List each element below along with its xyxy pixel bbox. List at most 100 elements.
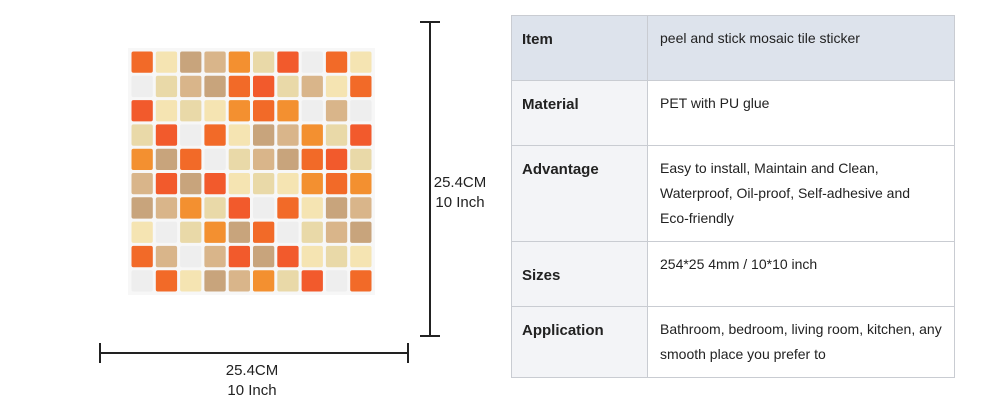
tile xyxy=(228,100,250,122)
tile xyxy=(155,75,178,98)
spec-key: Application xyxy=(522,322,604,339)
tile xyxy=(131,75,153,98)
tile xyxy=(228,75,250,98)
spec-key: Material xyxy=(522,96,579,113)
tile xyxy=(301,100,323,122)
tile xyxy=(325,173,348,195)
tile xyxy=(228,197,250,219)
tile xyxy=(301,148,323,170)
tile xyxy=(277,270,299,292)
tile xyxy=(204,221,226,243)
width-label: 25.4CM 10 Inch xyxy=(212,361,292,400)
tile xyxy=(131,100,153,122)
tile xyxy=(180,270,202,292)
tile xyxy=(253,270,275,292)
tile xyxy=(155,51,178,73)
tile xyxy=(131,148,153,170)
tile xyxy=(277,148,299,170)
tile xyxy=(155,270,178,292)
height-imperial: 10 Inch xyxy=(435,194,485,211)
tile xyxy=(204,75,226,98)
tile xyxy=(325,148,348,170)
tile xyxy=(277,245,299,268)
tile xyxy=(180,221,202,243)
tile xyxy=(301,173,323,195)
width-metric: 25.4CM xyxy=(225,362,279,379)
tile xyxy=(155,100,178,122)
tile xyxy=(155,148,178,170)
tile xyxy=(228,148,250,170)
tile xyxy=(350,51,372,73)
tile xyxy=(350,173,372,195)
tile xyxy=(180,75,202,98)
tile xyxy=(180,173,202,195)
tile xyxy=(325,75,348,98)
tile xyxy=(180,245,202,268)
tile xyxy=(228,270,250,292)
tile xyxy=(131,245,153,268)
tile xyxy=(253,173,275,195)
tile xyxy=(180,197,202,219)
tile xyxy=(180,124,202,146)
tile xyxy=(228,173,250,195)
tile xyxy=(204,100,226,122)
tile xyxy=(131,173,153,195)
tile xyxy=(204,173,226,195)
tile xyxy=(155,245,178,268)
tile xyxy=(131,124,153,146)
tile xyxy=(253,221,275,243)
tile xyxy=(228,245,250,268)
tile xyxy=(253,197,275,219)
tile xyxy=(277,75,299,98)
tile xyxy=(325,100,348,122)
spec-value: Bathroom, bedroom, living room, kitchen,… xyxy=(647,306,955,378)
tile xyxy=(180,51,202,73)
tile xyxy=(350,100,372,122)
spec-value: 254*25 4mm / 10*10 inch xyxy=(647,241,955,307)
tile xyxy=(277,100,299,122)
tile xyxy=(204,51,226,73)
tile xyxy=(325,124,348,146)
tile xyxy=(155,221,178,243)
width-imperial: 10 Inch xyxy=(227,382,277,399)
tile xyxy=(277,173,299,195)
tile xyxy=(301,51,323,73)
tile xyxy=(155,173,178,195)
tile xyxy=(350,197,372,219)
tile xyxy=(325,197,348,219)
height-metric: 25.4CM xyxy=(433,174,487,191)
tile xyxy=(350,270,372,292)
tile xyxy=(350,148,372,170)
tile xyxy=(204,148,226,170)
spec-table: Item peel and stick mosaic tile sticker M… xyxy=(511,15,955,378)
tile xyxy=(301,270,323,292)
tile xyxy=(204,197,226,219)
tile xyxy=(350,245,372,268)
tile xyxy=(277,197,299,219)
tile xyxy=(253,51,275,73)
tile xyxy=(325,221,348,243)
tile xyxy=(253,100,275,122)
tile xyxy=(180,100,202,122)
spec-value: Easy to install, Maintain and Clean, Wat… xyxy=(647,145,955,242)
tile xyxy=(204,270,226,292)
tile xyxy=(277,221,299,243)
tile xyxy=(301,124,323,146)
tile xyxy=(350,221,372,243)
tile xyxy=(131,221,153,243)
tile xyxy=(131,270,153,292)
tile xyxy=(253,75,275,98)
spec-key: Advantage xyxy=(522,161,599,178)
tile xyxy=(253,148,275,170)
tile xyxy=(325,51,348,73)
spec-key: Sizes xyxy=(522,267,561,284)
tile xyxy=(228,221,250,243)
tile xyxy=(253,124,275,146)
tile xyxy=(325,270,348,292)
tile xyxy=(301,221,323,243)
tile xyxy=(277,124,299,146)
tile xyxy=(350,124,372,146)
tile xyxy=(131,197,153,219)
